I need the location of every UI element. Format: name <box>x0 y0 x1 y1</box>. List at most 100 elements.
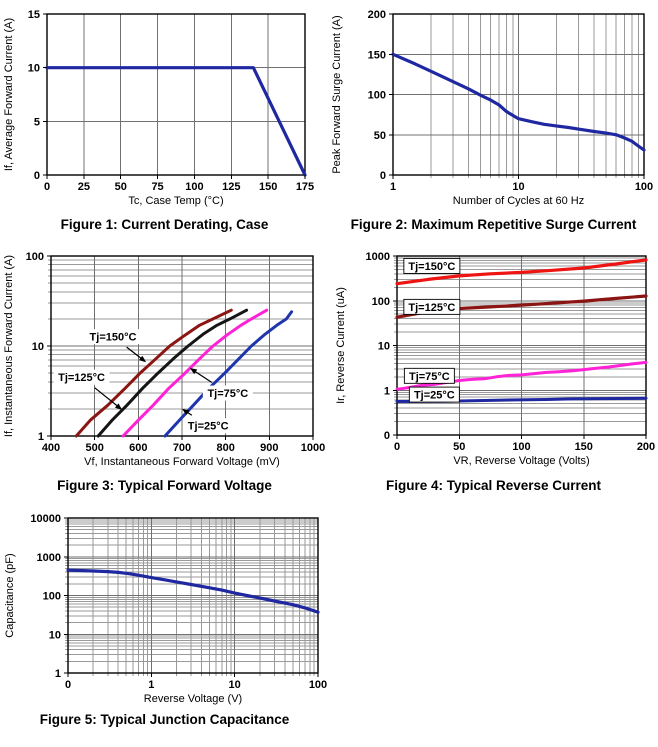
svg-text:Tj=25°C: Tj=25°C <box>414 390 455 402</box>
x-axis-title: Vf, Instantaneous Forward Voltage (mV) <box>84 456 280 468</box>
svg-text:50: 50 <box>453 441 465 453</box>
svg-text:600: 600 <box>129 442 147 454</box>
svg-text:1: 1 <box>55 668 61 680</box>
series-group <box>45 66 307 177</box>
series-group <box>74 308 294 438</box>
svg-text:25: 25 <box>78 181 90 193</box>
svg-text:Tj=25°C: Tj=25°C <box>188 421 229 433</box>
svg-text:500: 500 <box>85 442 103 454</box>
svg-text:100: 100 <box>185 181 203 193</box>
svg-text:0: 0 <box>44 181 50 193</box>
svg-text:Tj=125°C: Tj=125°C <box>408 302 455 314</box>
curve-label: Tj=125°C <box>53 369 123 410</box>
minor-gridlines <box>65 518 318 676</box>
axis-tick-labels: 1 10 100 0 50 100 150 200 <box>368 9 654 193</box>
svg-text:5: 5 <box>34 116 40 128</box>
series-surge-current <box>391 52 646 152</box>
minor-gridlines <box>430 14 639 178</box>
major-gridlines <box>47 14 305 175</box>
svg-text:1: 1 <box>390 181 396 193</box>
svg-text:200: 200 <box>368 9 386 21</box>
figure-5-caption: Figure 5: Typical Junction Capacitance <box>39 712 290 727</box>
datasheet-figures-page: 0 25 50 75 100 125 150 175 0 5 10 15 Tc, Case Temp (… <box>0 2 658 728</box>
svg-text:700: 700 <box>173 442 191 454</box>
svg-text:100: 100 <box>372 296 390 308</box>
svg-text:75: 75 <box>151 181 163 193</box>
curve-label: Tj=150°C <box>403 257 461 274</box>
series-derating <box>45 66 307 177</box>
figures-grid: 0 25 50 75 100 125 150 175 0 5 10 15 Tc, Case Temp (… <box>0 2 658 728</box>
svg-text:1: 1 <box>384 385 390 397</box>
series-group <box>391 52 646 152</box>
figure-2-caption: Figure 2: Maximum Repetitive Surge Curre… <box>350 217 637 232</box>
series-group <box>66 568 320 614</box>
series-tj-150c <box>395 258 648 286</box>
svg-text:0: 0 <box>65 679 71 691</box>
svg-text:1000: 1000 <box>301 442 325 454</box>
y-axis-title: If, Instantaneous Forward Current (A) <box>3 255 15 437</box>
svg-text:1: 1 <box>148 679 154 691</box>
series-tj-75c <box>121 308 269 438</box>
major-gridlines <box>65 518 318 676</box>
svg-text:10: 10 <box>229 679 241 691</box>
series-tj-150c <box>74 308 233 438</box>
svg-text:50: 50 <box>115 181 127 193</box>
figure-2-chart: 1 10 100 0 50 100 150 200 Number of Cycles at 60… <box>331 9 654 207</box>
major-gridlines <box>393 14 644 178</box>
figure-3-caption: Figure 3: Typical Forward Voltage <box>57 478 272 493</box>
figure-1: 0 25 50 75 100 125 150 175 0 5 10 15 Tc, Case Temp (… <box>0 2 329 233</box>
svg-text:150: 150 <box>575 441 593 453</box>
svg-text:Tj=75°C: Tj=75°C <box>207 388 248 400</box>
svg-text:150: 150 <box>259 181 277 193</box>
figure-4-caption: Figure 4: Typical Reverse Current <box>385 478 602 493</box>
curve-label: Tj=125°C <box>403 298 461 315</box>
svg-text:150: 150 <box>368 49 386 61</box>
svg-text:10: 10 <box>512 181 524 193</box>
svg-text:200: 200 <box>637 441 655 453</box>
svg-text:1: 1 <box>38 431 44 443</box>
figure-2: 1 10 100 0 50 100 150 200 Number of Cycles at 60… <box>329 2 658 233</box>
svg-text:100: 100 <box>512 441 530 453</box>
svg-text:100: 100 <box>26 251 44 263</box>
svg-text:10: 10 <box>49 629 61 641</box>
svg-text:10000: 10000 <box>30 513 61 525</box>
svg-text:Tj=125°C: Tj=125°C <box>58 372 105 384</box>
axis-tick-labels: 0 25 50 75 100 125 150 175 0 5 10 15 <box>28 9 314 193</box>
y-axis-title: Capacitance (pF) <box>4 553 16 637</box>
major-gridlines <box>48 256 313 436</box>
figure-4-chart: Tj=150°CTj=125°CTj=75°CTj=25°C0 50 100 150 2… <box>335 251 656 467</box>
series-tj-125c <box>96 308 249 438</box>
curve-label: Tj=25°C <box>182 408 234 434</box>
x-axis-title: Reverse Voltage (V) <box>144 693 242 705</box>
svg-text:10: 10 <box>32 341 44 353</box>
svg-text:100: 100 <box>368 90 386 102</box>
svg-text:0: 0 <box>394 441 400 453</box>
series-junction-capacitance <box>66 568 320 614</box>
svg-text:800: 800 <box>216 442 234 454</box>
svg-text:175: 175 <box>296 181 314 193</box>
svg-text:Tj=150°C: Tj=150°C <box>408 261 455 273</box>
curve-label: Tj=25°C <box>408 386 460 403</box>
svg-text:1000: 1000 <box>366 251 390 263</box>
svg-text:10: 10 <box>378 341 390 353</box>
figure-1-chart: 0 25 50 75 100 125 150 175 0 5 10 15 Tc, Case Temp (… <box>3 9 314 207</box>
curve-label: Tj=150°C <box>85 329 147 363</box>
x-axis-title: Tc, Case Temp (°C) <box>128 195 223 207</box>
svg-text:0: 0 <box>34 170 40 182</box>
svg-text:1000: 1000 <box>37 552 61 564</box>
svg-text:400: 400 <box>42 442 60 454</box>
svg-text:100: 100 <box>43 591 61 603</box>
figure-3-chart: Tj=150°C Tj=125°C Tj=75°C Tj=25°C 400 500 600 7… <box>3 251 326 468</box>
svg-text:15: 15 <box>28 9 40 21</box>
figure-5: 0 1 10 100 1 10 100 1000 10000 Reverse Voltage (V… <box>0 502 329 728</box>
figure-1-caption: Figure 1: Current Derating, Case <box>60 217 269 232</box>
svg-text:100: 100 <box>635 181 653 193</box>
svg-text:Tj=75°C: Tj=75°C <box>409 371 450 383</box>
axis-tick-labels: 0 50 100 150 200 0 1 10 100 1000 <box>366 251 656 453</box>
curve-label: Tj=75°C <box>189 367 253 401</box>
svg-text:0: 0 <box>384 430 390 442</box>
curve-label: Tj=75°C <box>403 367 455 384</box>
svg-text:125: 125 <box>222 181 240 193</box>
axis-tick-labels: 400 500 600 700 800 900 1000 1 10 100 <box>26 251 326 454</box>
